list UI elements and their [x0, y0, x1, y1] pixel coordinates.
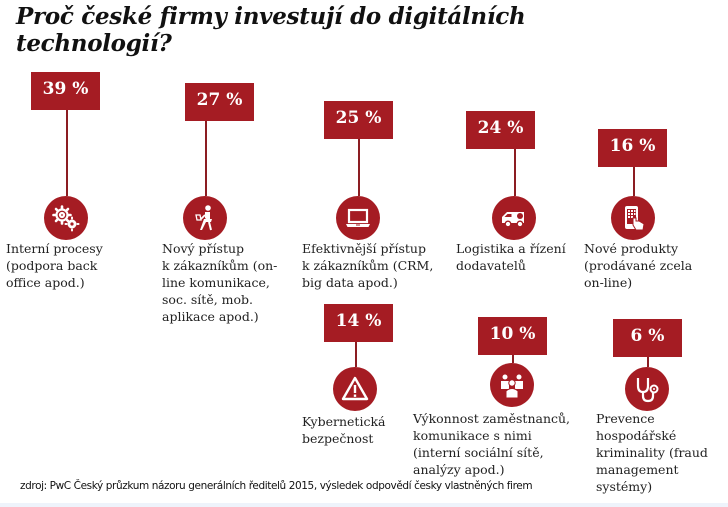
- category-label: Nový přístup k zákazníkům (on-line komuni…: [162, 240, 277, 325]
- category-label-line: systémy): [596, 479, 653, 494]
- connector-line: [66, 110, 68, 196]
- category-label: Logistika a řízení dodavatelů: [456, 240, 566, 274]
- category-label-line: hospodářské: [596, 428, 677, 443]
- value-badge: 16 %: [598, 129, 667, 167]
- connector-line: [355, 342, 357, 367]
- category-label-line: Efektivnější přístup: [302, 241, 426, 256]
- category-label-line: bezpečnost: [302, 431, 374, 446]
- category-label-line: kriminality (fraud: [596, 445, 708, 460]
- category-label-line: Nový přístup: [162, 241, 245, 256]
- category-label-line: aplikace apod.): [162, 309, 259, 324]
- category-label-line: Kybernetická: [302, 414, 386, 429]
- category-label-line: on-line): [584, 275, 633, 290]
- category-label-line: (prodávané zcela: [584, 258, 693, 273]
- category-label-line: k zákazníkům (on-: [162, 258, 278, 273]
- people-group-icon: [490, 363, 534, 407]
- category-label-line: Logistika a řízení: [456, 241, 566, 256]
- value-badge: 10 %: [478, 317, 547, 355]
- value-badge: 14 %: [324, 304, 393, 342]
- category-label-line: office apod.): [6, 275, 85, 290]
- connector-line: [647, 357, 649, 367]
- van-icon: [492, 196, 536, 240]
- category-label-line: line komunikace,: [162, 275, 270, 290]
- source-note: zdroj: PwC Český průzkum názoru generáln…: [20, 480, 533, 492]
- category-label-line: Interní procesy: [6, 241, 103, 256]
- category-label-line: analýzy apod.): [413, 462, 505, 477]
- category-label: Nové produkty (prodávané zcela on-line): [584, 240, 692, 291]
- title-line-2: technologií?: [16, 30, 172, 57]
- connector-line: [514, 149, 516, 196]
- category-label-line: management: [596, 462, 679, 477]
- title-line-1: Proč české firmy investují do digitálníc…: [16, 3, 526, 30]
- person-laptop-icon: [183, 196, 227, 240]
- category-label-line: komunikace s nimi: [413, 428, 532, 443]
- category-label-line: (interní sociální sítě,: [413, 445, 544, 460]
- warning-icon: [333, 367, 377, 411]
- category-label-line: Nové produkty: [584, 241, 679, 256]
- category-label: Interní procesy (podpora back office apod.…: [6, 240, 103, 291]
- value-badge: 27 %: [185, 83, 254, 121]
- connector-line: [358, 139, 360, 196]
- category-label-line: Prevence: [596, 411, 655, 426]
- smartphone-touch-icon: [611, 196, 655, 240]
- category-label: Kybernetická bezpečnost: [302, 413, 385, 447]
- category-label-line: Výkonnost zaměstnanců,: [413, 411, 571, 426]
- category-label-line: dodavatelů: [456, 258, 526, 273]
- connector-line: [512, 355, 514, 363]
- category-label-line: k zákazníkům (CRM,: [302, 258, 434, 273]
- category-label-line: big data apod.): [302, 275, 398, 290]
- category-label: Efektivnější přístup k zákazníkům (CRM, bi…: [302, 240, 433, 291]
- value-badge: 39 %: [31, 72, 100, 110]
- laptop-icon: [336, 196, 380, 240]
- category-label-line: (podpora back: [6, 258, 98, 273]
- connector-line: [633, 167, 635, 196]
- value-badge: 6 %: [613, 319, 682, 357]
- connector-line: [205, 121, 207, 196]
- value-badge: 25 %: [324, 101, 393, 139]
- category-label: Výkonnost zaměstnanců, komunikace s nimi (…: [413, 410, 570, 478]
- category-label-line: soc. sítě, mob.: [162, 292, 254, 307]
- value-badge: 24 %: [466, 111, 535, 149]
- gears-icon: [44, 196, 88, 240]
- category-label: Prevence hospodářské kriminality (fraud man…: [596, 410, 708, 495]
- footer-bar: [0, 503, 728, 507]
- chart-title: Proč české firmy investují do digitálníc…: [16, 3, 716, 57]
- stethoscope-icon: [625, 367, 669, 411]
